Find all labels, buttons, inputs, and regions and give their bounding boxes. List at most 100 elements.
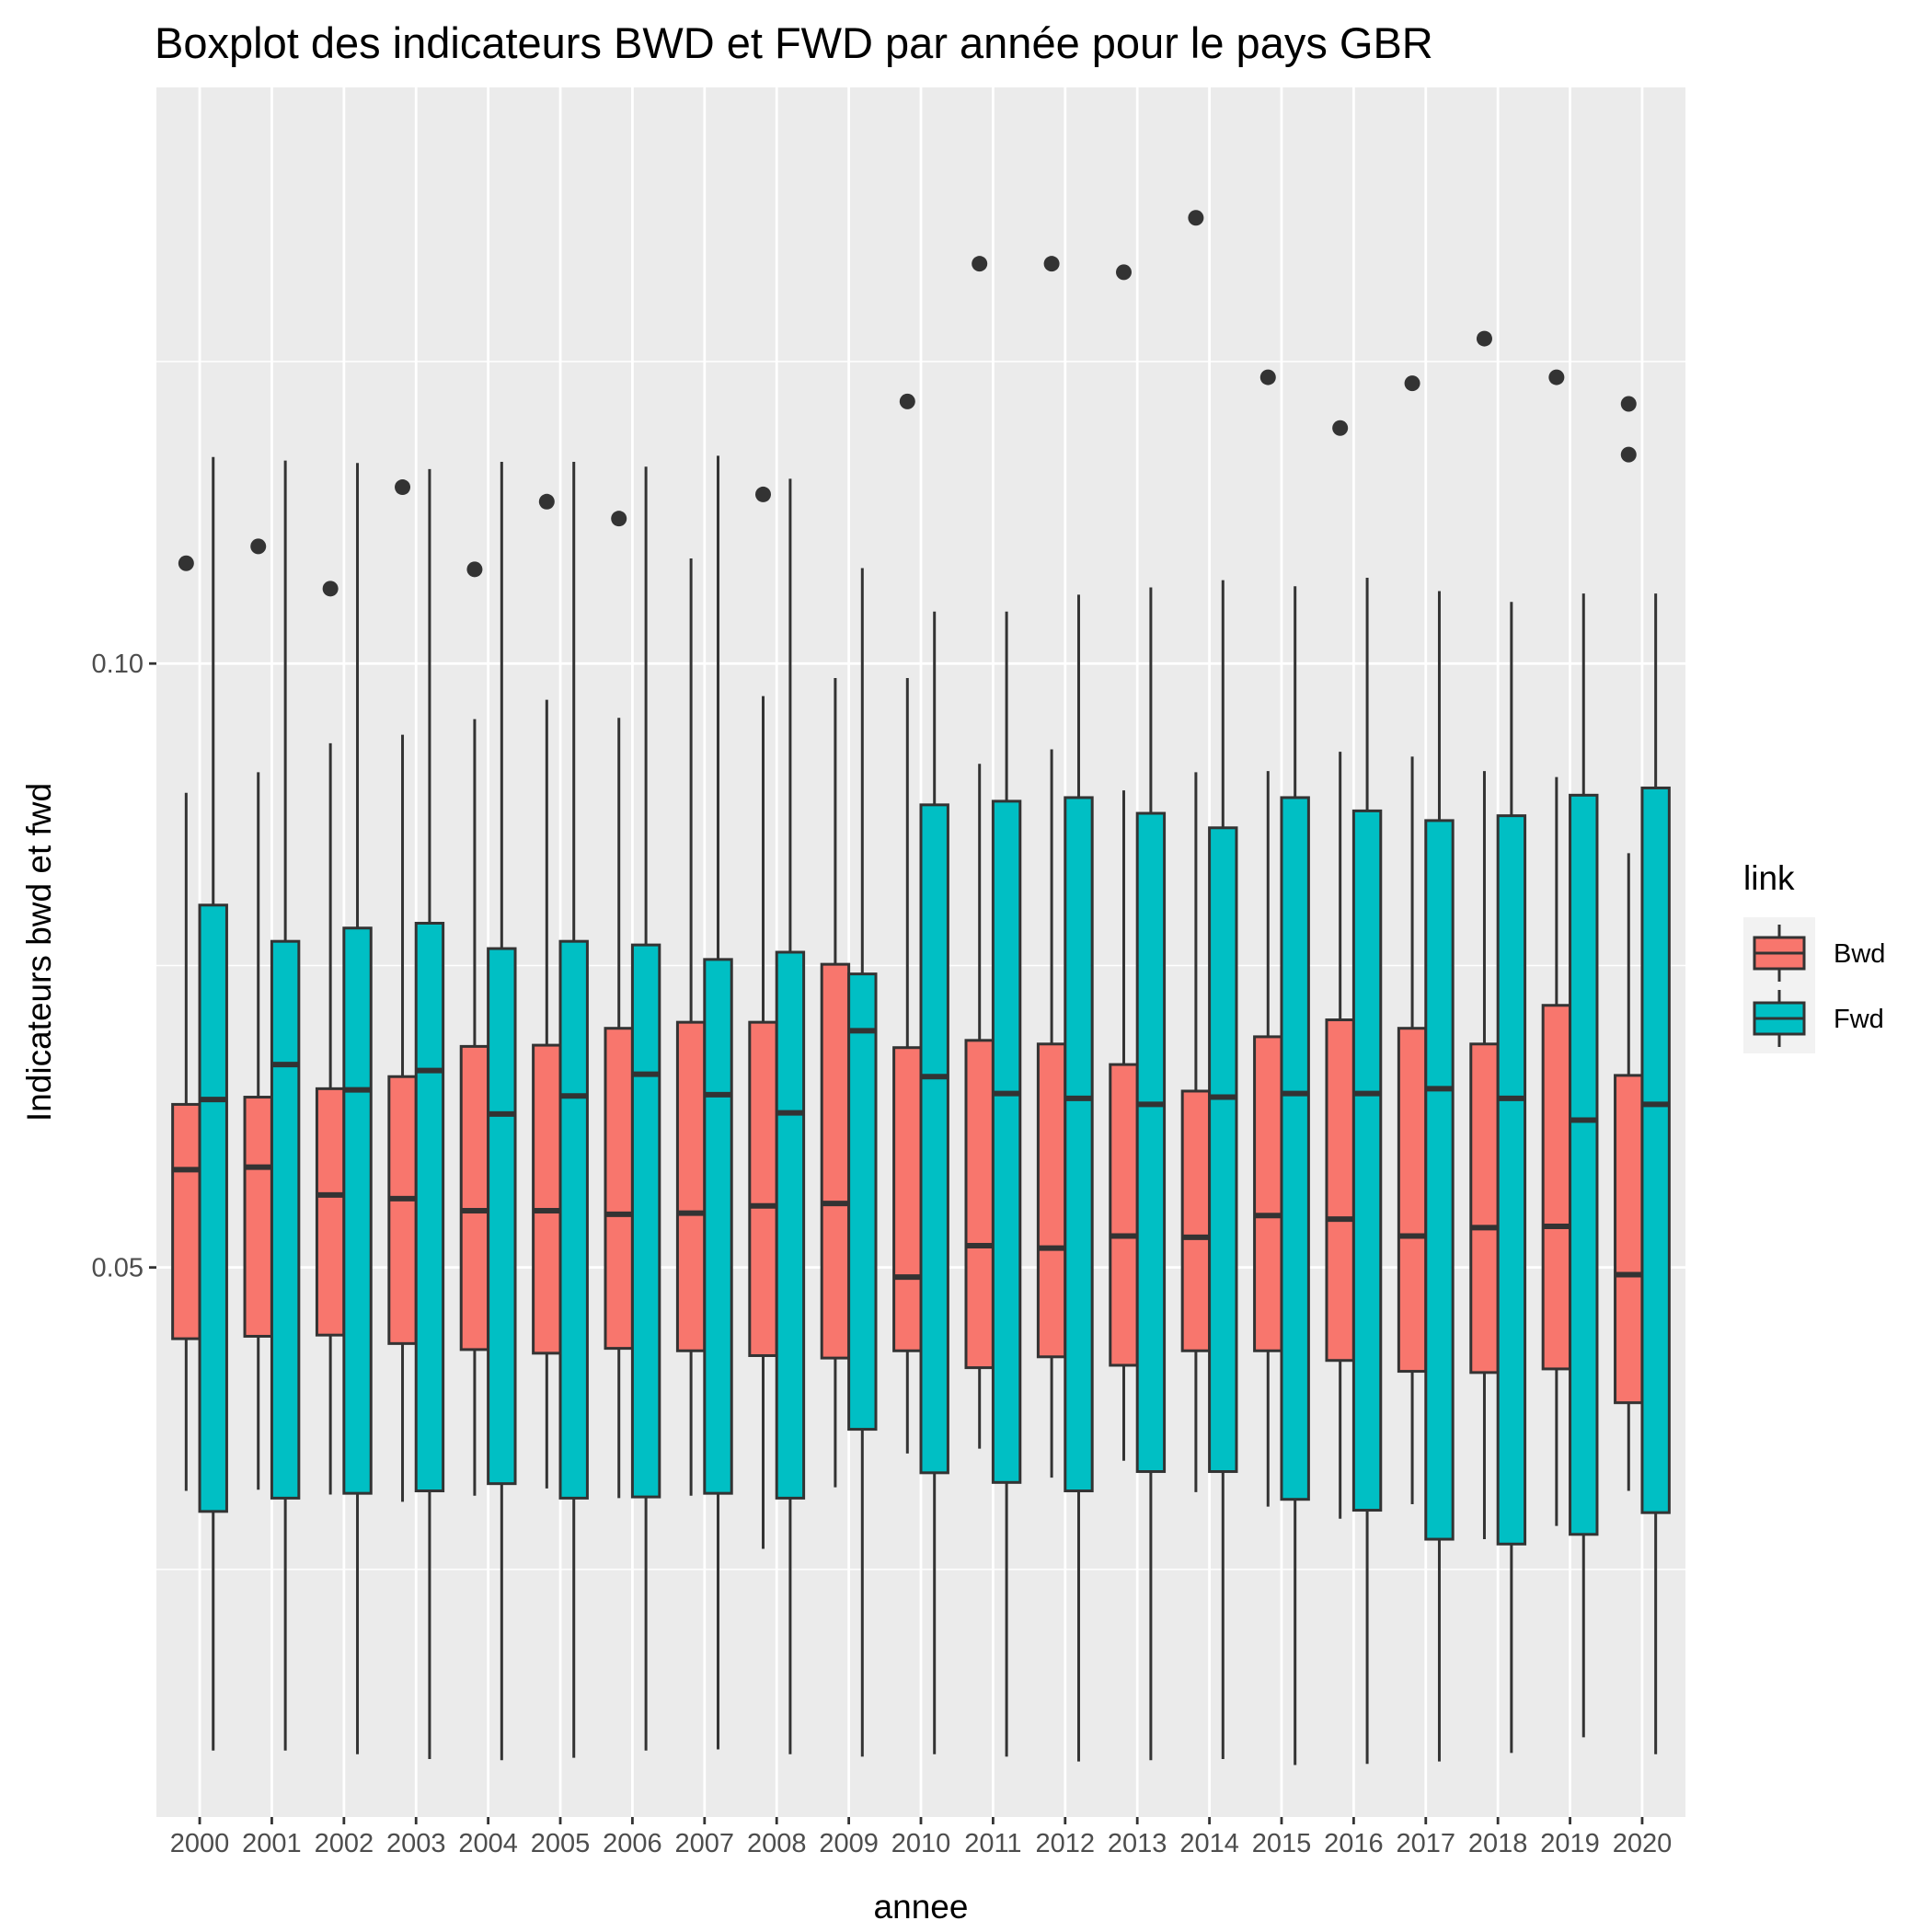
box-bwd-2014 (1180, 210, 1212, 1492)
box-bwd-2006 (604, 511, 634, 1499)
box-fwd-2018 (1496, 602, 1527, 1754)
box-body (820, 962, 851, 1360)
outlier-point-0 (250, 538, 267, 555)
x-tick-label-2014: 2014 (1179, 1829, 1239, 1858)
box-body (675, 1020, 707, 1352)
outlier-point-0 (1043, 256, 1060, 272)
box-series (171, 210, 1671, 1765)
x-tick-label-2009: 2009 (819, 1829, 879, 1858)
x-tick-label-2001: 2001 (242, 1829, 302, 1858)
x-tick-label-2017: 2017 (1397, 1829, 1456, 1858)
box-body (1109, 1063, 1139, 1367)
box-body (1208, 826, 1238, 1474)
box-bwd-2019 (1541, 369, 1572, 1526)
x-tick-label-2020: 2020 (1613, 1829, 1673, 1858)
box-fwd-2016 (1351, 578, 1383, 1765)
box-body (1397, 1027, 1428, 1374)
box-body (198, 903, 228, 1513)
box-bwd-2012 (1036, 256, 1067, 1478)
outlier-point-0 (1188, 210, 1204, 226)
box-body (342, 926, 373, 1495)
x-tick-label-2015: 2015 (1252, 1829, 1312, 1858)
box-bwd-2000 (171, 555, 201, 1491)
x-tick-label-2018: 2018 (1468, 1829, 1528, 1858)
box-body (1253, 1035, 1283, 1352)
outlier-point-0 (899, 393, 915, 409)
box-body (1325, 1018, 1355, 1363)
box-body (459, 1044, 490, 1351)
box-fwd-2000 (198, 456, 228, 1751)
box-body (1569, 793, 1599, 1536)
box-bwd-2013 (1109, 264, 1139, 1461)
box-body (1351, 809, 1383, 1512)
box-body (630, 943, 661, 1499)
box-body (414, 921, 445, 1493)
chart-title: Boxplot des indicateurs BWD et FWD par a… (155, 18, 1433, 67)
box-fwd-2002 (342, 463, 373, 1754)
x-tick-label-2000: 2000 (170, 1829, 230, 1858)
legend-item-fwd: Fwd (1753, 990, 1884, 1047)
box-fwd-2017 (1424, 591, 1455, 1762)
box-body (604, 1027, 634, 1351)
box-bwd-2003 (387, 479, 418, 1502)
box-body (1640, 786, 1671, 1514)
box-body (1496, 814, 1527, 1546)
x-tick-label-2008: 2008 (747, 1829, 807, 1858)
box-bwd-2010 (892, 393, 923, 1454)
box-bwd-2008 (748, 486, 778, 1549)
box-body (558, 939, 589, 1500)
box-bwd-2015 (1253, 369, 1283, 1507)
legend-label-fwd: Fwd (1834, 1005, 1884, 1034)
x-tick-label-2002: 2002 (315, 1829, 374, 1858)
box-bwd-2001 (243, 538, 273, 1490)
box-fwd-2009 (847, 568, 878, 1757)
outlier-point-0 (1259, 369, 1276, 385)
box-fwd-2008 (775, 478, 806, 1754)
x-tick-label-2013: 2013 (1108, 1829, 1167, 1858)
box-body (847, 972, 878, 1432)
box-bwd-2018 (1469, 330, 1500, 1540)
legend-label-bwd: Bwd (1834, 939, 1885, 969)
x-tick-label-2012: 2012 (1036, 1829, 1096, 1858)
y-axis-title: Indicateurs bwd et fwd (20, 783, 58, 1121)
box-fwd-2014 (1208, 580, 1238, 1759)
x-tick-label-2003: 2003 (386, 1829, 446, 1858)
x-tick-label-2019: 2019 (1540, 1829, 1600, 1858)
box-body (171, 1102, 201, 1340)
outlier-point-0 (1476, 330, 1492, 347)
box-body (991, 799, 1022, 1484)
outlier-point-0 (322, 581, 339, 597)
box-fwd-2005 (558, 461, 589, 1758)
box-fwd-2001 (270, 460, 301, 1751)
box-body (919, 803, 949, 1475)
x-axis: 2000 2001 2002 2003 2004 2005 2006 2007 2008 2009… (170, 1817, 1672, 1858)
outlier-point-0 (1548, 369, 1565, 385)
box-body (1424, 819, 1455, 1541)
box-fwd-2015 (1280, 586, 1310, 1765)
box-body (1036, 1042, 1067, 1359)
box-body (1135, 811, 1167, 1474)
box-body (1064, 796, 1094, 1493)
box-body (1614, 1074, 1644, 1405)
y-tick-label-1: 0.10 (92, 650, 144, 679)
outlier-point-0 (1404, 375, 1420, 392)
box-body (892, 1046, 923, 1352)
outlier-point-0 (1332, 420, 1349, 436)
outlier-point-0 (538, 493, 555, 510)
x-tick-label-2011: 2011 (964, 1829, 1021, 1858)
box-bwd-2002 (315, 581, 346, 1495)
x-tick-label-2005: 2005 (531, 1829, 591, 1858)
box-body (1180, 1089, 1212, 1352)
box-bwd-2011 (964, 256, 995, 1449)
box-fwd-2012 (1064, 594, 1094, 1762)
box-bwd-2020 (1614, 396, 1644, 1491)
x-axis-title: annee (874, 1888, 969, 1926)
box-fwd-2003 (414, 468, 445, 1759)
outlier-point-0 (611, 511, 627, 527)
legend: link Bwd Fwd (1743, 859, 1885, 1053)
box-body (775, 950, 806, 1500)
box-fwd-2020 (1640, 593, 1671, 1754)
box-fwd-2006 (630, 466, 661, 1751)
box-fwd-2010 (919, 611, 949, 1754)
